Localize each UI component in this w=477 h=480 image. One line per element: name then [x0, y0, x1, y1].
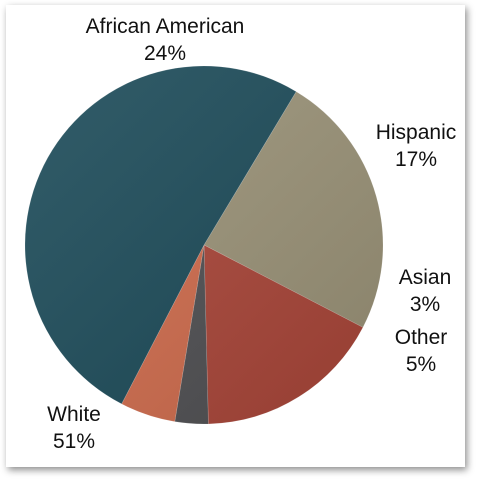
- slice-label-hispanic: Hispanic: [376, 121, 457, 144]
- pie-slices: [24, 65, 384, 425]
- slice-value-asian: 3%: [410, 293, 440, 316]
- slice-label-white: White: [47, 403, 101, 426]
- slice-value-white: 51%: [53, 430, 95, 453]
- slice-label-other: Other: [395, 326, 448, 349]
- slice-value-hispanic: 17%: [395, 148, 437, 171]
- slice-label-african-american: African American: [86, 15, 245, 38]
- slice-value-african-american: 24%: [144, 42, 186, 65]
- slice-label-asian: Asian: [399, 266, 452, 289]
- slice-value-other: 5%: [406, 353, 436, 376]
